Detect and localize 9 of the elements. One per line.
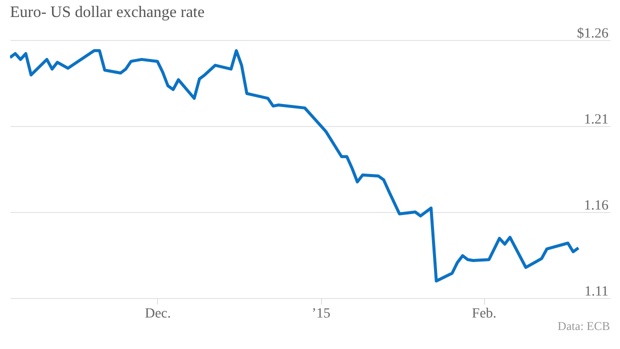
y-tick-label: 1.16 bbox=[584, 198, 608, 214]
chart-title: Euro- US dollar exchange rate bbox=[10, 4, 205, 21]
y-tick-label: 1.11 bbox=[584, 284, 608, 300]
text: Data: ECB bbox=[558, 319, 610, 333]
x-tick-label: Dec. bbox=[144, 306, 171, 322]
x-tick-label: Feb. bbox=[472, 306, 496, 322]
x-tick-label: ’15 bbox=[312, 306, 330, 322]
y-tick-label: 1.21 bbox=[584, 112, 608, 128]
y-tick-label: $1.26 bbox=[577, 26, 608, 42]
